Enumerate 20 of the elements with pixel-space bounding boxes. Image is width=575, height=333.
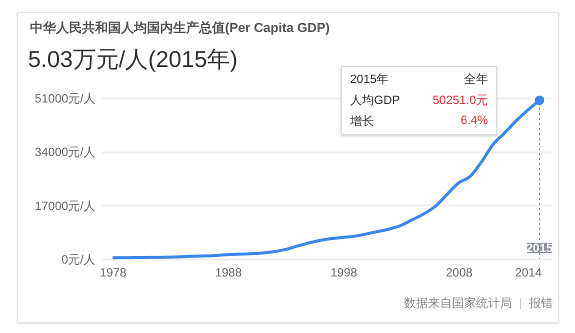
y-tick-label: 0元/人 — [61, 252, 96, 266]
y-tick-label: 34000元/人 — [34, 145, 96, 160]
text: 报错 — [529, 296, 553, 310]
annotation: 50251.0元 — [432, 92, 488, 109]
y-tick-label: 51000元/人 — [34, 92, 96, 106]
x-tick-label: 2014 — [515, 266, 542, 280]
chart-title: 中华人民共和国人均国内生产总值(Per Capita GDP) — [30, 19, 330, 37]
annotation: 增长 — [350, 113, 375, 130]
x-tick-label: 1998 — [330, 266, 358, 280]
text: 数据来自国家统计局 — [404, 296, 512, 310]
x-tick-label: 2008 — [446, 266, 473, 280]
chart-subtitle: 5.03万元/人(2015年) — [28, 45, 238, 74]
text: 2015年 — [350, 71, 390, 88]
ref-line-label: 2015 — [526, 241, 554, 255]
y-tick-label: 17000元/人 — [34, 198, 96, 213]
x-tick-label: 1988 — [215, 266, 242, 280]
text: 全年 — [463, 71, 488, 88]
annotation: 人均GDP — [350, 92, 402, 109]
annotation: 6.4% — [460, 113, 488, 129]
x-tick-label: 1978 — [100, 266, 127, 280]
